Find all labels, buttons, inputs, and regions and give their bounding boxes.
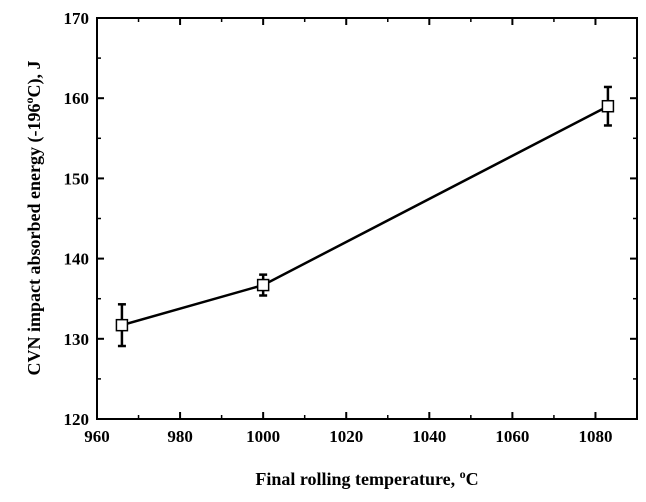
y-tick-label: 150 [64,169,90,188]
data-point-marker [601,99,615,113]
tick-layer: 960 980 1000 1020 1040 1060 1080 120 130 140 150 16… [64,9,637,446]
data-point-marker [256,278,270,292]
y-tick-label: 140 [64,250,90,269]
x-tick-label: 980 [167,427,193,446]
y-tick-label: 160 [64,89,90,108]
x-axis-title: Final rolling temperature, oC [255,467,478,489]
series-layer [115,85,615,348]
x-tick-label: 1060 [495,427,529,446]
y-tick-label: 170 [64,9,90,28]
x-tick-label: 1000 [246,427,280,446]
x-tick-label: 1080 [578,427,612,446]
x-tick-label: 1020 [329,427,363,446]
x-tick-label: 960 [84,427,110,446]
plot-frame [96,17,638,420]
plot-layer [96,17,638,420]
y-axis-title: CVN impact absorbed energy (-196oC), J [22,61,45,376]
data-point-marker [115,318,129,332]
y-tick-label: 120 [64,410,90,429]
x-tick-label: 1040 [412,427,446,446]
series-line [121,105,609,327]
y-tick-label: 130 [64,330,90,349]
